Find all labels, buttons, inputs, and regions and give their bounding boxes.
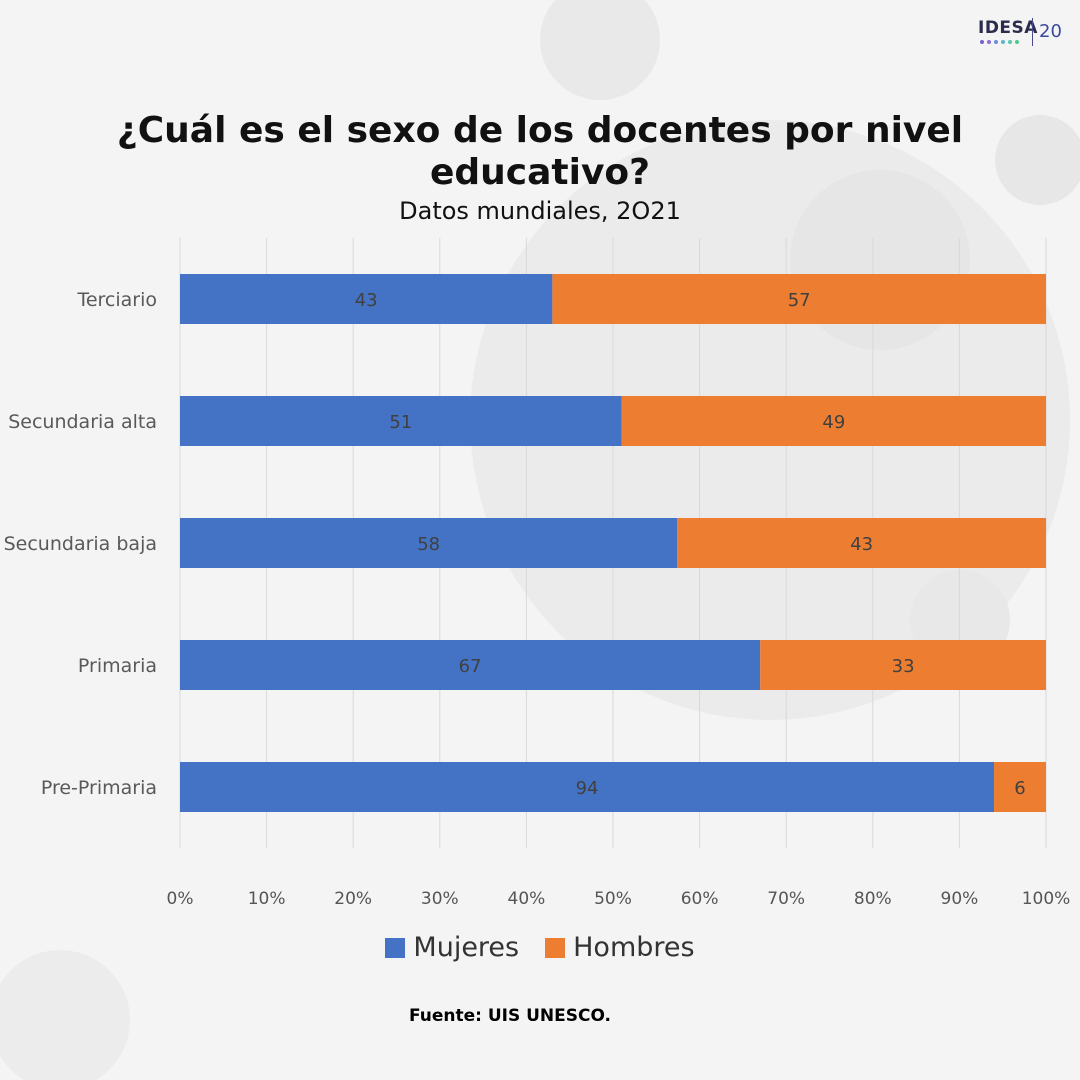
legend-item-mujeres: Mujeres <box>385 932 519 963</box>
x-tick-label: 50% <box>594 889 632 909</box>
logo-number: 20 <box>1039 21 1062 42</box>
data-label: 57 <box>788 290 811 311</box>
logo-dot <box>1008 40 1012 44</box>
legend-swatch-hombres <box>545 937 566 958</box>
data-label: 43 <box>355 290 378 311</box>
chart-subtitle: Datos mundiales, 2O21 <box>399 197 681 225</box>
chart-title: ¿Cuál es el sexo de los docentes por niv… <box>116 110 964 193</box>
x-tick-label: 80% <box>854 889 892 909</box>
legend-swatch-mujeres <box>385 937 406 958</box>
x-tick-label: 10% <box>248 889 286 909</box>
x-tick-label: 40% <box>508 889 546 909</box>
data-label: 6 <box>1014 778 1025 799</box>
bar-segment-hombres <box>994 762 1046 812</box>
legend-label-mujeres: Mujeres <box>413 932 520 963</box>
logo-dot <box>980 40 984 44</box>
logo-dot <box>987 40 991 44</box>
category-label: Secundaria baja <box>4 533 157 555</box>
legend-label-hombres: Hombres <box>573 932 695 963</box>
category-label: Pre-Primaria <box>41 777 157 799</box>
logo-text: IDESA <box>978 18 1038 38</box>
bar-segment-mujeres <box>180 518 678 568</box>
x-tick-label: 90% <box>941 889 979 909</box>
bar-segment-hombres <box>677 518 1046 568</box>
bar-segment-mujeres <box>180 762 995 812</box>
logo-separator <box>1032 18 1033 46</box>
data-label: 49 <box>822 412 845 433</box>
idesa-logo: IDESA 20 <box>978 18 1068 50</box>
data-label: 67 <box>459 656 482 677</box>
logo-dot <box>994 40 998 44</box>
data-label: 58 <box>417 534 440 555</box>
bar-segment-mujeres <box>180 396 622 446</box>
data-label: 51 <box>389 412 412 433</box>
category-label: Primaria <box>78 655 157 677</box>
category-label: Terciario <box>76 289 157 311</box>
x-tick-label: 0% <box>167 889 194 909</box>
logo-dots <box>980 40 1019 44</box>
x-tick-label: 100% <box>1022 889 1071 909</box>
bar-segment-hombres <box>760 640 1046 690</box>
chart-legend: Mujeres Hombres <box>0 932 1080 963</box>
x-tick-label: 30% <box>421 889 459 909</box>
data-label: 43 <box>850 534 873 555</box>
bar-segment-mujeres <box>180 274 553 324</box>
source-note: Fuente: UIS UNESCO. <box>408 1006 612 1026</box>
data-label: 94 <box>576 778 599 799</box>
category-label: Secundaria alta <box>8 411 157 433</box>
bar-segment-hombres <box>552 274 1046 324</box>
logo-dot <box>1015 40 1019 44</box>
x-tick-label: 20% <box>334 889 372 909</box>
data-label: 33 <box>892 656 915 677</box>
bar-segment-mujeres <box>180 640 761 690</box>
logo-dot <box>1001 40 1005 44</box>
bar-segment-hombres <box>621 396 1046 446</box>
x-tick-label: 60% <box>681 889 719 909</box>
x-tick-label: 70% <box>767 889 805 909</box>
legend-item-hombres: Hombres <box>545 932 695 963</box>
